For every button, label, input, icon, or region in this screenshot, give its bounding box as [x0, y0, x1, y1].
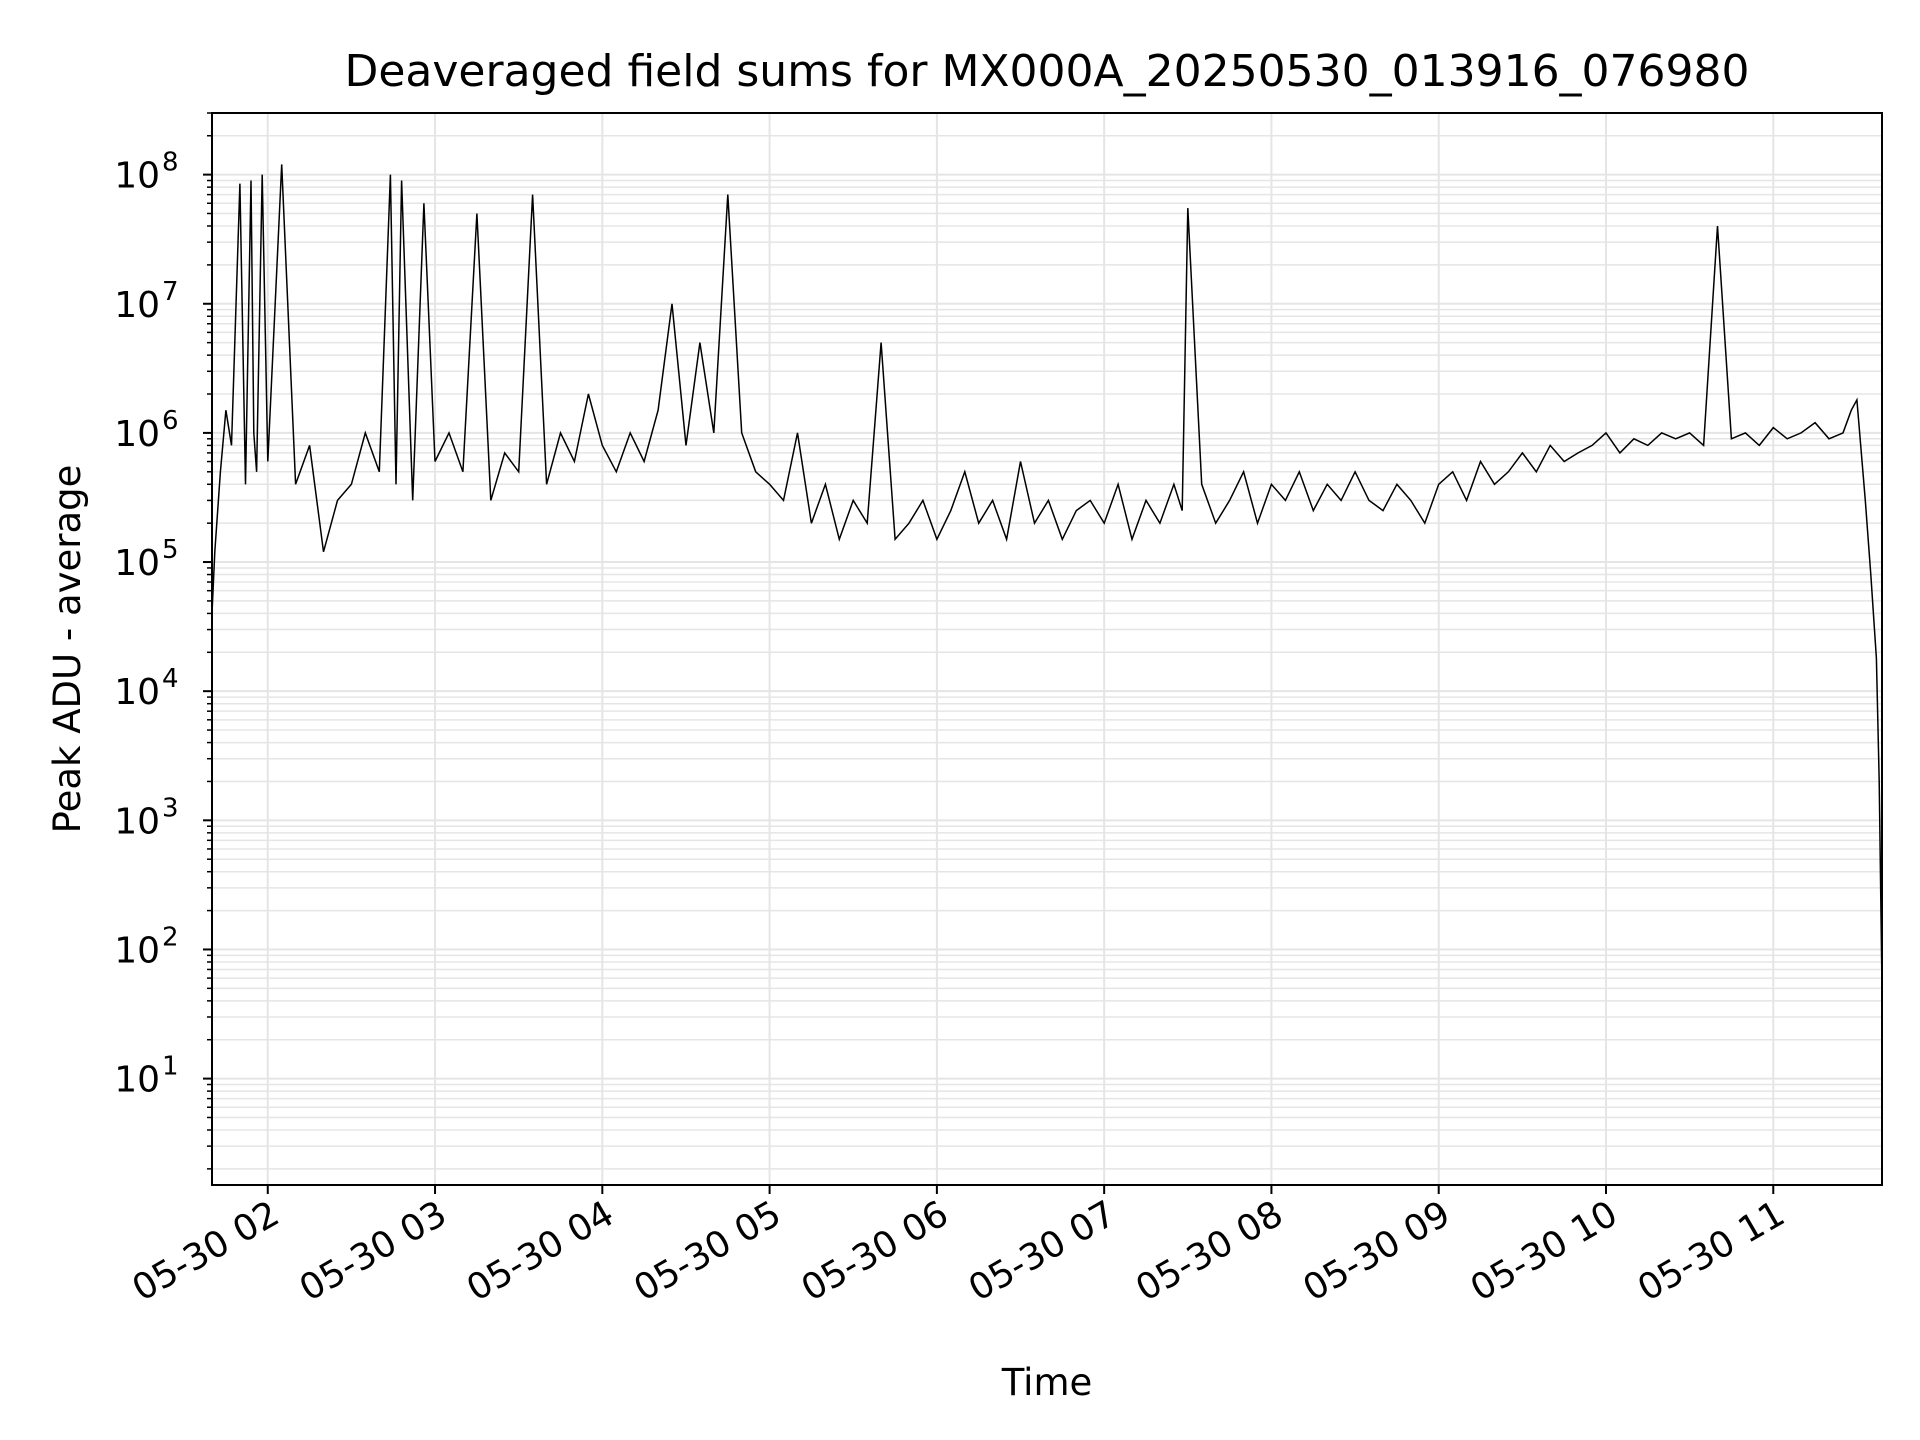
y-tick-label: 10: [114, 414, 160, 455]
data-series-line: [212, 164, 1882, 989]
y-axis-label: Peak ADU - average: [46, 465, 89, 834]
y-tick-exponent: 4: [162, 664, 179, 694]
y-tick-exponent: 3: [162, 793, 179, 823]
y-tick-label: 10: [114, 1060, 160, 1101]
y-tick-exponent: 7: [162, 277, 179, 307]
plot-frame: [211, 112, 1883, 1186]
y-tick-label: 10: [114, 930, 160, 971]
y-tick-label: 10: [114, 672, 160, 713]
grid: [212, 112, 1882, 1185]
y-tick-label: 10: [114, 156, 160, 197]
chart-title: Deaveraged field sums for MX000A_2025053…: [344, 46, 1749, 97]
y-tick-exponent: 1: [162, 1052, 179, 1082]
x-axis-label: Time: [1001, 1361, 1093, 1404]
y-tick-exponent: 2: [162, 922, 179, 952]
y-tick-label: 10: [114, 285, 160, 326]
y-tick-label: 10: [114, 543, 160, 584]
y-tick-exponent: 6: [162, 406, 179, 436]
y-tick-exponent: 8: [162, 148, 179, 178]
y-tick-label: 10: [114, 801, 160, 842]
y-tick-exponent: 5: [162, 535, 179, 565]
